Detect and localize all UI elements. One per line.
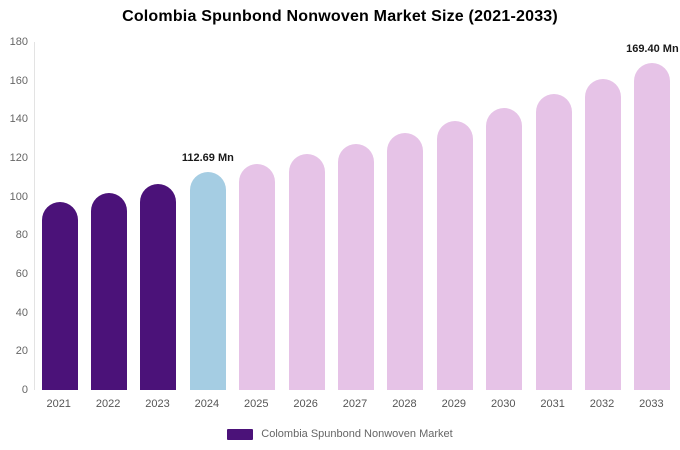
- y-tick-label-40: 40: [15, 306, 28, 319]
- x-axis: 2021 2022 2023 2024 2025 2026 2027 2028 2029 2030…: [34, 398, 676, 410]
- bar-value-label-2024: 112.69 Mn: [181, 152, 234, 165]
- y-axis: 0 20 40 60 80 100 120 140 160 180: [0, 0, 30, 450]
- x-tick-label-2028: 2028: [392, 398, 417, 410]
- y-tick-label-120: 120: [9, 152, 28, 164]
- bar-slot-2029: [430, 42, 479, 390]
- y-tick-label-20: 20: [15, 345, 28, 358]
- bar-slot-2022: [84, 42, 133, 390]
- x-tick-label-2030: 2030: [490, 398, 516, 410]
- bar-slot-2033: 169.40 Mn: [626, 42, 679, 390]
- bar-2023: [140, 184, 177, 390]
- bar-2033: [634, 62, 671, 390]
- x-tick-label-2021: 2021: [46, 398, 71, 410]
- bar-slot-2021: [35, 42, 84, 390]
- bar-2028: [387, 132, 424, 390]
- legend-label: Colombia Spunbond Nonwoven Market: [261, 428, 453, 440]
- x-tick-label-2029: 2029: [441, 398, 467, 410]
- x-tick-label-2026: 2026: [293, 398, 318, 410]
- bar-slot-2024: 112.69 Mn: [181, 42, 234, 390]
- chart-title: Colombia Spunbond Nonwoven Market Size (…: [122, 8, 558, 25]
- bar-2024: [189, 172, 226, 390]
- y-tick-label-160: 160: [9, 74, 28, 87]
- bar-slot-2031: [529, 42, 578, 390]
- bar-2025: [239, 163, 276, 390]
- bar-value-label-2033: 169.40 Mn: [626, 42, 679, 55]
- bar-2032: [584, 78, 621, 390]
- legend: Colombia Spunbond Nonwoven Market: [0, 428, 680, 440]
- bar-2029: [436, 121, 473, 390]
- x-tick-label-2025: 2025: [244, 398, 269, 410]
- bar-2026: [288, 154, 325, 390]
- plot-area: 112.69 Mn 169.40 Mn: [34, 42, 679, 390]
- bar-2031: [535, 94, 572, 390]
- y-tick-label-80: 80: [15, 229, 28, 242]
- x-tick-label-2027: 2027: [342, 398, 368, 410]
- y-tick-label-100: 100: [9, 190, 28, 203]
- x-tick-label-2032: 2032: [589, 398, 615, 410]
- bar-2030: [486, 107, 523, 390]
- x-tick-label-2033: 2033: [639, 398, 664, 410]
- bar-slot-2030: [480, 42, 529, 390]
- bar-2021: [41, 202, 78, 390]
- bar-slot-2027: [331, 42, 380, 390]
- bar-slot-2032: [578, 42, 627, 390]
- bar-slot-2025: [233, 42, 282, 390]
- legend-swatch: [227, 428, 254, 440]
- y-tick-label-0: 0: [21, 384, 28, 396]
- bar-2027: [338, 144, 375, 390]
- x-tick-label-2031: 2031: [540, 398, 565, 410]
- y-tick-label-140: 140: [9, 113, 28, 126]
- y-tick-label-180: 180: [9, 36, 28, 48]
- bar-slot-2026: [282, 42, 331, 390]
- x-tick-label-2024: 2024: [194, 398, 220, 410]
- y-tick-label-60: 60: [15, 268, 28, 280]
- x-tick-label-2022: 2022: [95, 398, 121, 410]
- x-tick-label-2023: 2023: [145, 398, 170, 410]
- bar-slot-2028: [381, 42, 430, 390]
- bar-2022: [91, 192, 128, 390]
- bar-slot-2023: [134, 42, 183, 390]
